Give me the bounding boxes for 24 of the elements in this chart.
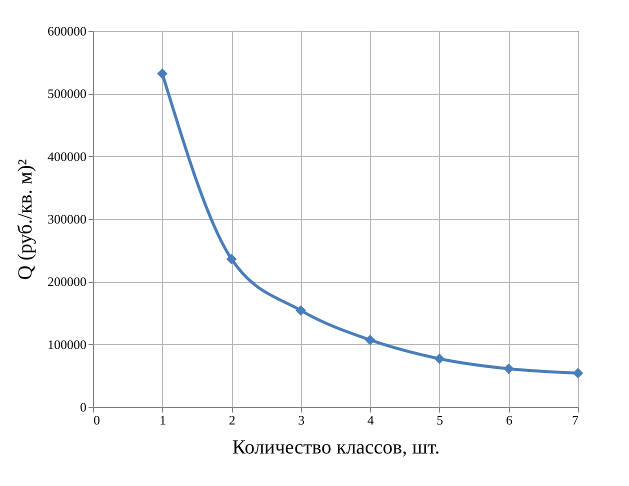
x-tick-label: 3 [298, 412, 305, 428]
y-tick-label: 200000 [48, 274, 86, 290]
point [226, 254, 237, 264]
y-tick-label: 300000 [48, 212, 86, 226]
x-tick-label: 5 [436, 412, 444, 428]
y-tick-label: 400000 [48, 148, 86, 164]
x-axis-title: Количество классов, шт. [232, 436, 440, 458]
point [434, 354, 445, 364]
y-tick-label: 500000 [48, 86, 86, 102]
x-tick-label: 7 [572, 412, 579, 428]
y-axis-title: Q (руб./кв. м)² [14, 159, 36, 280]
point [572, 368, 584, 378]
y-tick-label: 100000 [48, 336, 86, 352]
point [296, 305, 306, 316]
y-tick-label: 0 [80, 400, 86, 414]
point [503, 364, 514, 374]
point [157, 68, 168, 79]
y-tick-label: 600000 [48, 24, 86, 38]
x-tick-label: 4 [367, 412, 374, 428]
x-tick-label: 0 [94, 412, 100, 428]
x-tick-label: 1 [160, 412, 166, 428]
x-tick-label: 2 [228, 412, 236, 428]
point [364, 334, 376, 346]
x-tick-label: 6 [506, 412, 513, 428]
